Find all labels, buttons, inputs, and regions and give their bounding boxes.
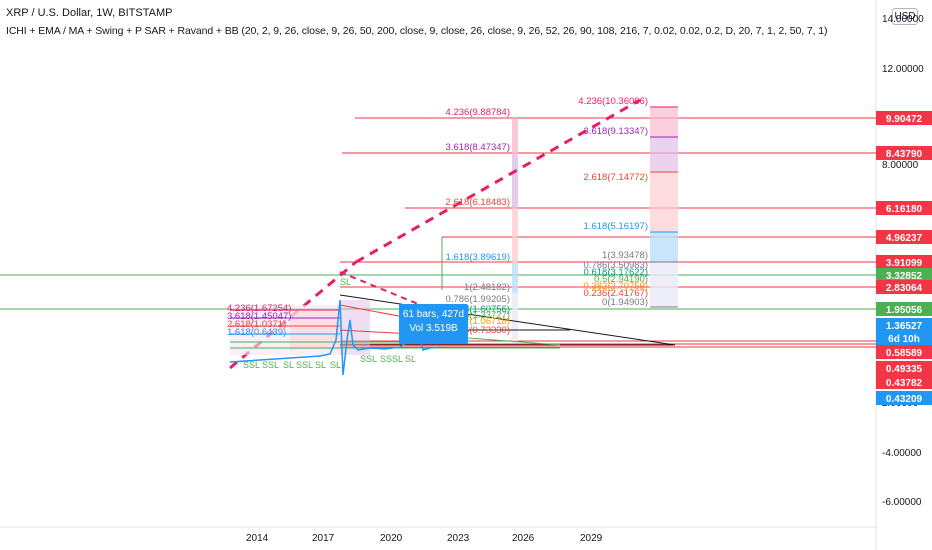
y-tick: 14.00000 — [882, 14, 924, 25]
svg-text:SSL: SSL — [243, 360, 260, 370]
x-tick: 2020 — [380, 533, 403, 544]
svg-text:SL: SL — [315, 360, 326, 370]
svg-text:SL: SL — [340, 277, 351, 287]
tooltip-bars: 61 bars, 427d — [402, 309, 465, 320]
price-label: 0.49335 — [886, 364, 923, 375]
price-label: 6.16180 — [886, 204, 923, 215]
fib-label-mid: 0.786(1.99205) — [446, 294, 510, 305]
price-axis-labels[interactable]: 9.90472 8.43790 6.16180 4.96237 3.91099 3.328… — [876, 111, 932, 405]
fib-label-right: 0.5(2.94190) — [594, 274, 648, 285]
price-label: 1.95056 — [886, 305, 923, 316]
x-tick: 2017 — [312, 533, 335, 544]
price-label-bg — [876, 201, 932, 215]
price-label: 1.36527 — [886, 321, 923, 332]
price-label-bg — [876, 361, 932, 375]
svg-text:SL: SL — [405, 354, 416, 364]
fib-label-left: 3.618(1.45047) — [227, 311, 291, 322]
svg-text:SSSL: SSSL — [380, 354, 403, 364]
x-tick: 2014 — [246, 533, 269, 544]
price-label: 0.43782 — [886, 378, 923, 389]
triangle-upper[interactable] — [339, 294, 676, 346]
currency-badge[interactable]: USD — [892, 8, 918, 25]
fib-label-mid: 1(2.48182) — [464, 282, 510, 293]
y-tick: 12.00000 — [882, 64, 924, 75]
fib-left-labels: 4.236(1.67254)3.618(1.45047)2.618(1.0371… — [227, 303, 291, 338]
chart-title: XRP / U.S. Dollar, 1W, BITSTAMP — [6, 7, 173, 19]
price-label-bg — [876, 391, 932, 405]
fib-label-mid: 0.236(0.73330) — [446, 325, 510, 336]
svg-text:SSL: SSL — [360, 354, 377, 364]
fib-mid-labels: 4.236(9.88784) 3.618(8.47347) 2.618(6.1848… — [446, 107, 510, 336]
fib-label-mid: 2.618(6.18483) — [446, 197, 510, 208]
price-label-bg — [876, 146, 932, 160]
fib-label-left: 2.618(1.0371) — [227, 319, 286, 330]
price-label: 2.83064 — [886, 283, 923, 294]
countdown-label: 6d 10h — [888, 334, 920, 345]
fib-label-right: 0(1.94903) — [602, 297, 648, 308]
price-label-bg — [876, 230, 932, 244]
price-label-bg — [876, 302, 932, 316]
fib-label-mid: 0.382(1.06718) — [446, 316, 510, 327]
price-label: 3.32852 — [886, 271, 923, 282]
price-label-bg — [876, 375, 932, 389]
fib-label-right: 4.236(10.36066) — [578, 96, 648, 107]
price-label-bg — [876, 318, 932, 346]
tooltip-volume: Vol 3.519B — [409, 323, 458, 334]
fib-label-right: 1(3.93478) — [602, 250, 648, 261]
svg-text:SL: SL — [330, 360, 341, 370]
price-label-bg — [876, 345, 932, 359]
price-label-bg — [876, 255, 932, 269]
fib-right-labels: 4.236(10.36066) 3.618(9.13347) 2.618(7.147… — [578, 96, 648, 308]
price-label: 0.58589 — [886, 348, 923, 359]
price-label: 9.90472 — [886, 114, 923, 125]
fib-label-mid: 4.236(9.88784) — [446, 107, 510, 118]
svg-text:SSL: SSL — [296, 360, 313, 370]
fib-label-right: 0.786(3.50983) — [584, 260, 648, 271]
fib-label-right: 0.382(2.70759) — [584, 281, 648, 292]
fib-label-mid: 0.618(1.60756) — [446, 304, 510, 315]
fib-label-right: 2.618(7.14772) — [584, 172, 648, 183]
fib-extension-right[interactable] — [650, 106, 678, 308]
price-label-bg — [876, 268, 932, 282]
x-tick: 2023 — [447, 533, 470, 544]
fib-label-mid: 1.618(3.89619) — [446, 252, 510, 263]
trend-line-upper[interactable] — [355, 98, 641, 264]
fib-extension-mid[interactable] — [512, 118, 518, 343]
fib-label-left: 1.618(0.6439) — [227, 327, 286, 338]
fib-label-mid: 3.618(8.47347) — [446, 142, 510, 153]
price-label-bg — [876, 280, 932, 294]
price-label: 8.43790 — [886, 149, 923, 160]
fib-label-right: 3.618(9.13347) — [584, 126, 648, 137]
price-label: 0.43209 — [886, 394, 923, 405]
svg-text:SSL: SSL — [262, 360, 279, 370]
fib-label-right: 1.618(5.16197) — [584, 221, 648, 232]
y-tick: 8.00000 — [882, 160, 919, 171]
fib-label-mid: 0.5(1.33727) — [456, 310, 510, 321]
price-label: 3.91099 — [886, 258, 923, 269]
price-label-bg — [876, 111, 932, 125]
x-tick: 2026 — [512, 533, 535, 544]
measure-tooltip: 61 bars, 427d Vol 3.519B — [399, 304, 468, 344]
y-tick: -6.00000 — [882, 497, 922, 508]
indicator-legend[interactable]: ICHI + EMA / MA + Swing + P SAR + Ravand… — [6, 25, 828, 37]
fib-label-right: 0.236(2.41767) — [584, 288, 648, 299]
price-label: 4.96237 — [886, 233, 923, 244]
fib-label-left: 4.236(1.67254) — [227, 303, 291, 314]
y-tick: -4.00000 — [882, 448, 922, 459]
trend-line-small[interactable] — [339, 271, 446, 316]
fib-label-right: 0.618(3.17622) — [584, 267, 648, 278]
sl-markers: SSL SSL SL SSL SL SL SSL SSSL SL SL — [243, 277, 416, 370]
time-axis[interactable]: 2014 2017 2020 2023 2026 2029 — [246, 533, 603, 544]
x-tick: 2029 — [580, 533, 603, 544]
svg-text:SL: SL — [283, 360, 294, 370]
